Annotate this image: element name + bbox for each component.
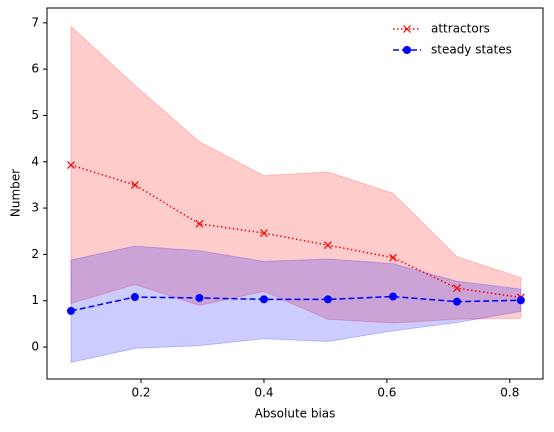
x-tick-label: 0.2: [131, 386, 150, 400]
point: [66, 306, 75, 315]
point: [516, 296, 525, 305]
series-line: [70, 164, 521, 299]
legend-marker: [403, 25, 411, 33]
point: [260, 229, 268, 238]
point: [453, 284, 461, 293]
x-tick-label: 0.8: [500, 386, 519, 400]
axes-frame: [46, 7, 544, 380]
legend-label: attractors: [431, 22, 490, 36]
y-tick-label: 4: [31, 154, 39, 168]
x-tick-label: 0.4: [254, 386, 273, 400]
y-tick-label: 2: [31, 247, 39, 261]
point: [259, 295, 268, 304]
point: [195, 293, 204, 302]
x-tick-label: 0.6: [377, 386, 396, 400]
legend-label: steady states: [431, 43, 512, 57]
point: [195, 219, 204, 228]
point: [389, 253, 397, 262]
point: [389, 292, 398, 301]
y-tick-label: 3: [31, 201, 39, 215]
point: [452, 297, 461, 306]
band: [70, 245, 522, 363]
x-axis-label: Absolute bias: [255, 407, 336, 421]
y-axis-label: Number: [9, 169, 23, 217]
y-tick-label: 1: [31, 293, 39, 307]
y-tick-label: 5: [31, 108, 39, 122]
band: [70, 25, 522, 324]
point: [130, 181, 139, 189]
point: [67, 161, 75, 169]
series-line: [70, 295, 521, 312]
point: [130, 293, 139, 302]
y-tick-label: 6: [31, 62, 39, 76]
y-tick-label: 0: [31, 340, 39, 354]
point: [323, 241, 332, 250]
point: [323, 295, 332, 304]
legend-marker: [403, 46, 411, 54]
y-tick-label: 7: [31, 15, 39, 29]
